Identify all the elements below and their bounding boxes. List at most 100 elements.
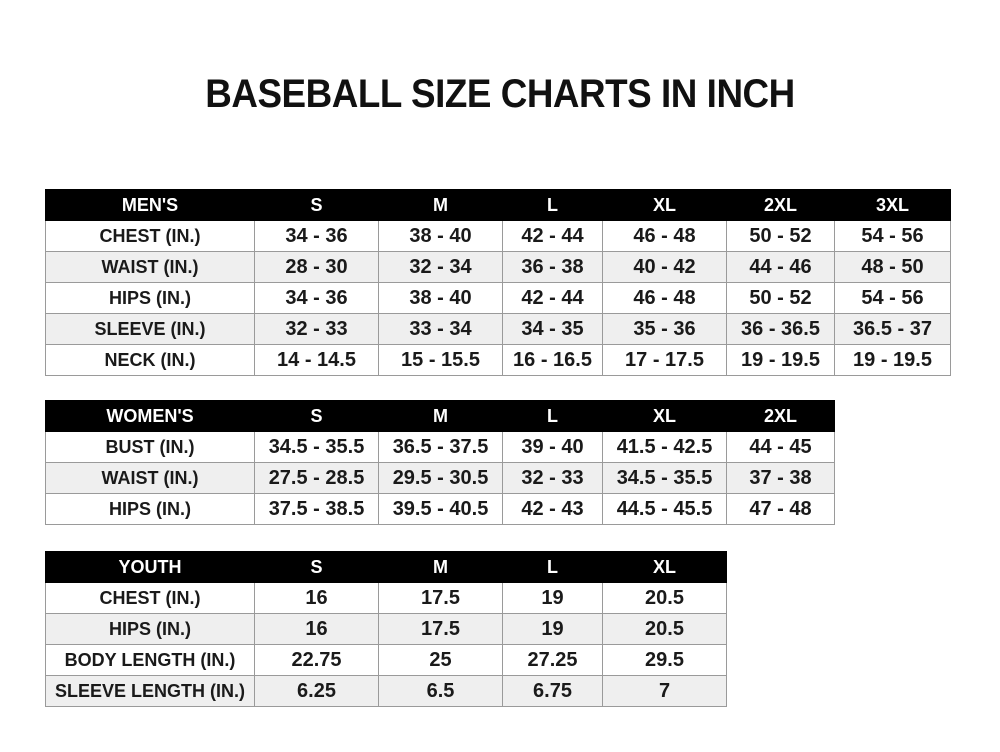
size-header: XL	[602, 551, 727, 583]
size-value: 39.5 - 40.5	[378, 493, 503, 525]
size-value: 17.5	[378, 613, 503, 645]
size-value: 36.5 - 37.5	[378, 431, 503, 463]
size-value: 32 - 33	[502, 462, 603, 494]
measurement-label: CHEST (IN.)	[45, 220, 255, 252]
size-value: 46 - 48	[602, 282, 727, 314]
size-value: 22.75	[254, 644, 379, 676]
header-row: WOMEN'S S M L XL 2XL	[45, 400, 835, 432]
table-row: SLEEVE (IN.) 32 - 33 33 - 34 34 - 35 35 - 36…	[45, 313, 951, 345]
size-value: 34.5 - 35.5	[602, 462, 727, 494]
size-value: 34 - 35	[502, 313, 603, 345]
size-value: 20.5	[602, 582, 727, 614]
size-value: 34 - 36	[254, 220, 379, 252]
size-header: XL	[602, 189, 727, 221]
size-header: M	[378, 400, 503, 432]
size-value: 20.5	[602, 613, 727, 645]
measurement-label: SLEEVE (IN.)	[45, 313, 255, 345]
measurement-label: HIPS (IN.)	[45, 493, 255, 525]
size-value: 47 - 48	[726, 493, 835, 525]
size-value: 48 - 50	[834, 251, 951, 283]
category-header: WOMEN'S	[45, 400, 255, 432]
size-value: 42 - 44	[502, 220, 603, 252]
measurement-label: WAIST (IN.)	[45, 251, 255, 283]
size-value: 28 - 30	[254, 251, 379, 283]
table-row: HIPS (IN.) 16 17.5 19 20.5	[45, 613, 727, 645]
size-header: S	[254, 551, 379, 583]
table-row: HIPS (IN.) 37.5 - 38.5 39.5 - 40.5 42 - 43 4…	[45, 493, 835, 525]
womens-size-table: WOMEN'S S M L XL 2XL BUST (IN.) 34.5 - 35.5 36.5…	[45, 400, 835, 525]
category-header: YOUTH	[45, 551, 255, 583]
size-value: 34.5 - 35.5	[254, 431, 379, 463]
size-header: L	[502, 189, 603, 221]
size-value: 54 - 56	[834, 282, 951, 314]
size-header: 2XL	[726, 189, 835, 221]
size-header: XL	[602, 400, 727, 432]
size-value: 19	[502, 613, 603, 645]
measurement-label: HIPS (IN.)	[45, 613, 255, 645]
size-value: 7	[602, 675, 727, 707]
size-value: 6.75	[502, 675, 603, 707]
size-value: 37 - 38	[726, 462, 835, 494]
size-value: 16	[254, 613, 379, 645]
size-value: 19	[502, 582, 603, 614]
size-value: 44.5 - 45.5	[602, 493, 727, 525]
size-value: 38 - 40	[378, 220, 503, 252]
table-row: NECK (IN.) 14 - 14.5 15 - 15.5 16 - 16.5 17 …	[45, 344, 951, 376]
size-value: 41.5 - 42.5	[602, 431, 727, 463]
size-header: 3XL	[834, 189, 951, 221]
table-row: WAIST (IN.) 27.5 - 28.5 29.5 - 30.5 32 - 33…	[45, 462, 835, 494]
size-value: 44 - 46	[726, 251, 835, 283]
size-value: 16 - 16.5	[502, 344, 603, 376]
size-value: 19 - 19.5	[834, 344, 951, 376]
size-value: 14 - 14.5	[254, 344, 379, 376]
size-value: 35 - 36	[602, 313, 727, 345]
size-header: S	[254, 189, 379, 221]
size-header: M	[378, 189, 503, 221]
size-value: 36.5 - 37	[834, 313, 951, 345]
size-value: 29.5	[602, 644, 727, 676]
size-value: 50 - 52	[726, 282, 835, 314]
measurement-label: WAIST (IN.)	[45, 462, 255, 494]
size-value: 42 - 43	[502, 493, 603, 525]
size-value: 42 - 44	[502, 282, 603, 314]
size-value: 32 - 34	[378, 251, 503, 283]
table-row: WAIST (IN.) 28 - 30 32 - 34 36 - 38 40 - 42 4…	[45, 251, 951, 283]
header-row: YOUTH S M L XL	[45, 551, 727, 583]
youth-size-table: YOUTH S M L XL CHEST (IN.) 16 17.5 19 20.5 HIPS (I…	[45, 551, 727, 707]
measurement-label: BUST (IN.)	[45, 431, 255, 463]
measurement-label: BODY LENGTH (IN.)	[45, 644, 255, 676]
size-value: 36 - 38	[502, 251, 603, 283]
size-value: 54 - 56	[834, 220, 951, 252]
size-value: 33 - 34	[378, 313, 503, 345]
size-value: 50 - 52	[726, 220, 835, 252]
measurement-label: CHEST (IN.)	[45, 582, 255, 614]
size-value: 36 - 36.5	[726, 313, 835, 345]
size-value: 38 - 40	[378, 282, 503, 314]
page-title: BASEBALL SIZE CHARTS IN INCH	[205, 72, 795, 116]
size-value: 37.5 - 38.5	[254, 493, 379, 525]
size-value: 15 - 15.5	[378, 344, 503, 376]
size-value: 44 - 45	[726, 431, 835, 463]
header-row: MEN'S S M L XL 2XL 3XL	[45, 189, 951, 221]
mens-size-table: MEN'S S M L XL 2XL 3XL CHEST (IN.) 34 - 36 38 - 4…	[45, 189, 951, 376]
size-header: M	[378, 551, 503, 583]
measurement-label: NECK (IN.)	[45, 344, 255, 376]
size-value: 6.5	[378, 675, 503, 707]
size-header: L	[502, 400, 603, 432]
measurement-label: SLEEVE LENGTH (IN.)	[45, 675, 255, 707]
size-value: 16	[254, 582, 379, 614]
size-value: 17 - 17.5	[602, 344, 727, 376]
size-value: 29.5 - 30.5	[378, 462, 503, 494]
size-value: 6.25	[254, 675, 379, 707]
table-row: SLEEVE LENGTH (IN.) 6.25 6.5 6.75 7	[45, 675, 727, 707]
size-header: S	[254, 400, 379, 432]
table-row: BODY LENGTH (IN.) 22.75 25 27.25 29.5	[45, 644, 727, 676]
category-header: MEN'S	[45, 189, 255, 221]
size-header: L	[502, 551, 603, 583]
size-value: 27.5 - 28.5	[254, 462, 379, 494]
size-value: 25	[378, 644, 503, 676]
table-row: CHEST (IN.) 34 - 36 38 - 40 42 - 44 46 - 48 5…	[45, 220, 951, 252]
size-value: 34 - 36	[254, 282, 379, 314]
size-header: 2XL	[726, 400, 835, 432]
